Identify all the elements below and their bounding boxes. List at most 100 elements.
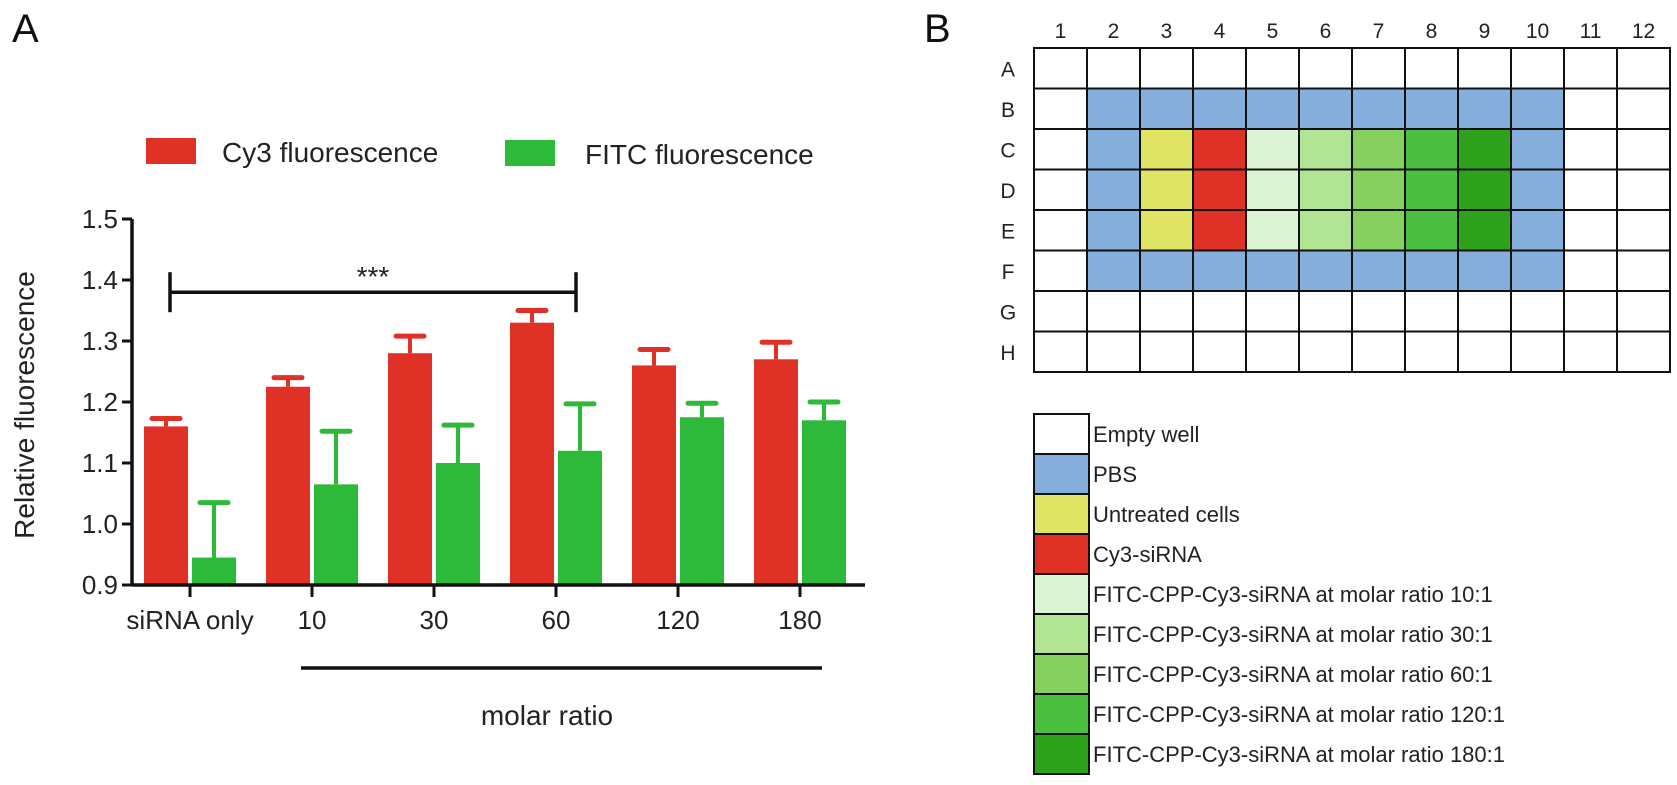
y-tick-label: 1.3: [82, 326, 118, 356]
plate-well: [1563, 128, 1618, 171]
plate-well: [1086, 330, 1141, 373]
plate-well: [1404, 168, 1459, 211]
plate-well: [1404, 290, 1459, 333]
plate-well: [1616, 168, 1671, 211]
bar: [388, 353, 432, 585]
plate-well: [1457, 330, 1512, 373]
plate-well: [1139, 209, 1194, 252]
bar-chart-panel: Cy3 fluorescence FITC fluorescence Relat…: [9, 137, 865, 731]
plate-well: [1351, 209, 1406, 252]
plate-well: [1351, 290, 1406, 333]
y-tick-label: 1.1: [82, 448, 118, 478]
plate-row-label: A: [1001, 58, 1015, 81]
plate-column-label: 11: [1580, 20, 1602, 43]
plate-row-label: D: [1000, 180, 1015, 203]
plate-row-label: B: [1001, 99, 1015, 122]
plate-well: [1616, 330, 1671, 373]
plate-well: [1616, 47, 1671, 90]
plate-well: [1245, 290, 1300, 333]
plate-well: [1192, 87, 1247, 130]
plate-well: [1563, 168, 1618, 211]
plate-well: [1510, 87, 1565, 130]
plate-well: [1616, 249, 1671, 292]
plate-well: [1616, 209, 1671, 252]
plate-well: [1086, 249, 1141, 292]
bar: [510, 322, 554, 585]
plate-well: [1086, 128, 1141, 171]
plate-well: [1192, 209, 1247, 252]
significance-label: ***: [357, 261, 390, 292]
y-tick-label: 1.5: [82, 204, 118, 234]
plate-well: [1404, 209, 1459, 252]
plate-well: [1563, 330, 1618, 373]
plate-well: [1192, 330, 1247, 373]
plate-legend-label: Untreated cells: [1093, 502, 1240, 527]
x-tick-label: siRNA only: [126, 605, 253, 635]
plate-legend-label: PBS: [1093, 462, 1137, 487]
plate-well: [1563, 209, 1618, 252]
bar: [802, 420, 846, 585]
x-tick-label: 60: [542, 605, 571, 635]
plate-well: [1245, 330, 1300, 373]
plate-well: [1457, 168, 1512, 211]
plate-well: [1457, 87, 1512, 130]
plate-well: [1404, 47, 1459, 90]
plate-well: [1351, 168, 1406, 211]
plate-well: [1298, 209, 1353, 252]
plate-well: [1033, 290, 1088, 333]
y-tick-label: 1.0: [82, 509, 118, 539]
plate-well: [1457, 290, 1512, 333]
bar: [192, 557, 236, 585]
plate-well: [1298, 330, 1353, 373]
plate-legend-label: FITC-CPP-Cy3-siRNA at molar ratio 120:1: [1093, 702, 1505, 727]
plate-legend-swatch: [1033, 533, 1090, 575]
legend-label-cy3: Cy3 fluorescence: [222, 137, 438, 168]
plate-well: [1298, 249, 1353, 292]
plate-column-label: 2: [1108, 20, 1120, 43]
plate-well: [1139, 290, 1194, 333]
panel-label-a: A: [12, 7, 39, 51]
plate-well: [1192, 128, 1247, 171]
y-tick-label: 0.9: [82, 570, 118, 600]
plate-legend-swatch: [1033, 413, 1090, 455]
plate-column-label: 6: [1320, 20, 1332, 43]
plate-well: [1139, 87, 1194, 130]
plate-row-label: G: [1000, 301, 1016, 324]
plate-legend-label: FITC-CPP-Cy3-siRNA at molar ratio 180:1: [1093, 742, 1505, 767]
plate-legend-swatch: [1033, 453, 1090, 495]
plate-well: [1298, 47, 1353, 90]
bar: [558, 450, 602, 585]
plate-well: [1245, 128, 1300, 171]
y-tick-label: 1.2: [82, 387, 118, 417]
plate-well: [1139, 47, 1194, 90]
plate-well: [1033, 128, 1088, 171]
plate-well: [1616, 128, 1671, 171]
plate-legend-swatch: [1033, 573, 1090, 615]
plate-well: [1139, 168, 1194, 211]
plate-well: [1298, 290, 1353, 333]
plate-well: [1086, 209, 1141, 252]
plate-legend-label: FITC-CPP-Cy3-siRNA at molar ratio 60:1: [1093, 662, 1493, 687]
plate-well: [1510, 128, 1565, 171]
plate-well: [1404, 128, 1459, 171]
x-axis-label: molar ratio: [481, 700, 613, 731]
plate-well: [1192, 290, 1247, 333]
legend-swatch-fitc: [505, 140, 555, 166]
plate-legend-label: Empty well: [1093, 422, 1199, 447]
plate-well: [1351, 330, 1406, 373]
plate-well: [1404, 330, 1459, 373]
plate-well: [1245, 209, 1300, 252]
plate-well: [1351, 249, 1406, 292]
x-tick-label: 10: [298, 605, 327, 635]
plate-well: [1457, 47, 1512, 90]
bar: [266, 386, 310, 585]
plate-row-label: C: [1000, 139, 1015, 162]
plate-legend-swatch: [1033, 653, 1090, 695]
plate-column-label: 12: [1632, 20, 1655, 43]
plate-column-label: 4: [1214, 20, 1226, 43]
plate-legend-swatch: [1033, 693, 1090, 735]
panel-label-b: B: [924, 7, 951, 51]
plate-well: [1510, 47, 1565, 90]
